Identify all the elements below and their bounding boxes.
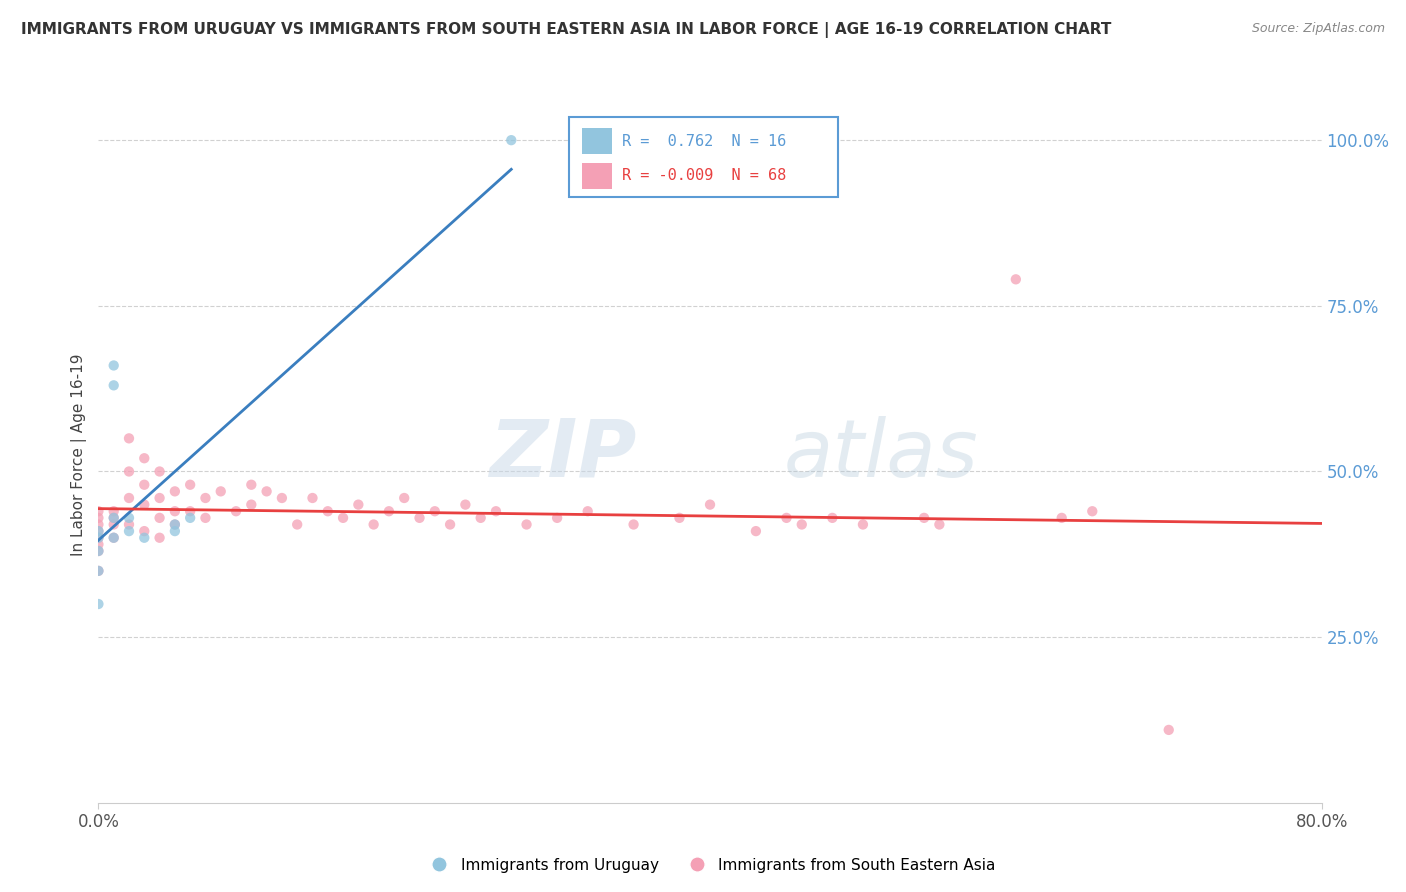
Point [347, 498, 370, 512]
Point [790, 517, 813, 532]
Point [118, 465, 141, 479]
Point [179, 511, 201, 525]
Point [87, 531, 110, 545]
Point [87, 544, 110, 558]
Point [87, 511, 110, 525]
Point [134, 531, 156, 545]
Point [149, 491, 172, 505]
Point [179, 477, 201, 491]
Text: R = -0.009  N = 68: R = -0.009 N = 68 [621, 169, 786, 184]
Point [775, 511, 797, 525]
Point [134, 524, 156, 538]
Legend: Immigrants from Uruguay, Immigrants from South Eastern Asia: Immigrants from Uruguay, Immigrants from… [418, 852, 1002, 879]
Point [1050, 511, 1073, 525]
Point [163, 504, 186, 518]
Point [163, 484, 186, 499]
Point [256, 484, 278, 499]
FancyBboxPatch shape [569, 118, 838, 197]
Point [516, 517, 538, 532]
Point [363, 517, 385, 532]
Point [149, 531, 172, 545]
Point [285, 517, 308, 532]
Point [423, 504, 446, 518]
Point [118, 517, 141, 532]
Point [87, 524, 110, 538]
Point [454, 498, 477, 512]
Point [392, 491, 416, 505]
Point [103, 511, 125, 525]
Point [103, 378, 125, 392]
Point [118, 491, 141, 505]
Point [118, 431, 141, 445]
Point [821, 511, 844, 525]
Point [194, 491, 217, 505]
Point [194, 511, 217, 525]
Point [576, 504, 599, 518]
Point [470, 511, 492, 525]
Point [149, 465, 172, 479]
Point [134, 451, 156, 466]
Point [118, 524, 141, 538]
Point [699, 498, 721, 512]
Point [87, 504, 110, 518]
Text: R =  0.762  N = 16: R = 0.762 N = 16 [621, 134, 786, 149]
Point [103, 511, 125, 525]
Point [745, 524, 768, 538]
Point [103, 531, 125, 545]
Point [149, 511, 172, 525]
Point [87, 537, 110, 551]
Point [163, 517, 186, 532]
Point [546, 511, 568, 525]
Point [87, 544, 110, 558]
Point [87, 597, 110, 611]
Point [852, 517, 875, 532]
Text: Source: ZipAtlas.com: Source: ZipAtlas.com [1251, 22, 1385, 36]
Point [1004, 272, 1026, 286]
Point [179, 504, 201, 518]
Point [378, 504, 401, 518]
Point [103, 359, 125, 373]
Point [209, 484, 232, 499]
Y-axis label: In Labor Force | Age 16-19: In Labor Force | Age 16-19 [72, 353, 87, 557]
Point [240, 498, 263, 512]
Text: IMMIGRANTS FROM URUGUAY VS IMMIGRANTS FROM SOUTH EASTERN ASIA IN LABOR FORCE | A: IMMIGRANTS FROM URUGUAY VS IMMIGRANTS FR… [21, 22, 1112, 38]
Point [332, 511, 354, 525]
Point [668, 511, 690, 525]
Text: ZIP: ZIP [489, 416, 637, 494]
Point [87, 524, 110, 538]
Point [163, 524, 186, 538]
Point [408, 511, 430, 525]
Point [485, 504, 508, 518]
Bar [582, 128, 612, 154]
Point [103, 504, 125, 518]
Point [316, 504, 339, 518]
Point [134, 498, 156, 512]
Point [301, 491, 323, 505]
Point [912, 511, 935, 525]
Text: atlas: atlas [783, 416, 979, 494]
Point [103, 517, 125, 532]
Point [1157, 723, 1180, 737]
Point [163, 517, 186, 532]
Point [501, 133, 523, 147]
Point [103, 531, 125, 545]
Point [439, 517, 461, 532]
Point [928, 517, 950, 532]
Point [240, 477, 263, 491]
Point [87, 531, 110, 545]
Point [225, 504, 247, 518]
Point [623, 517, 645, 532]
Point [1081, 504, 1104, 518]
Point [87, 564, 110, 578]
Bar [582, 162, 612, 189]
Point [87, 517, 110, 532]
Point [134, 477, 156, 491]
Point [270, 491, 292, 505]
Point [87, 564, 110, 578]
Point [118, 511, 141, 525]
